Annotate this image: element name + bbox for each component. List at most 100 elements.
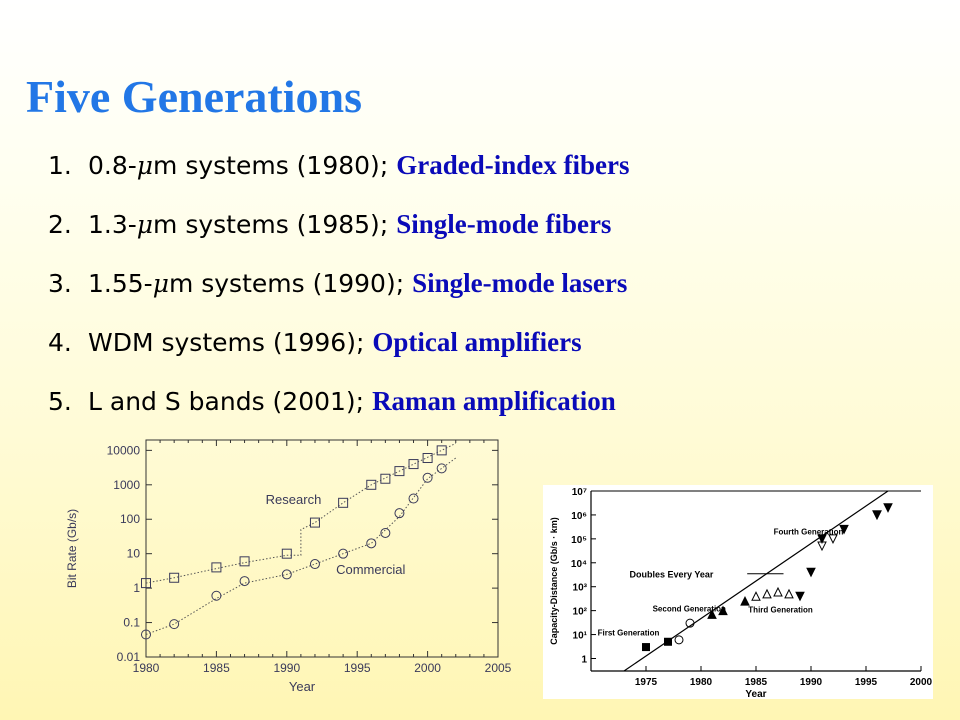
item-number: 3. (48, 269, 72, 298)
annotation-fourth-generation: Fourth Generation (774, 528, 844, 537)
data-point-triangle-down (795, 591, 805, 602)
item-number: 2. (48, 210, 72, 239)
bit-rate-chart: 1980 1985 1990 1995 2000 2005 0.01 0.1 1 10 100 100… (65, 439, 512, 694)
generation-item: 2. 1.3-μm systems (1985); Single-mode fib… (48, 201, 629, 260)
data-point-square (664, 637, 672, 646)
x-tick-label: 1995 (344, 661, 371, 675)
annotation-doubles: Doubles Every Year (630, 570, 714, 580)
item-number: 5. (48, 387, 72, 416)
y-tick-label: 100 (120, 512, 140, 526)
data-point-triangle (718, 605, 728, 616)
technology-label: Optical amplifiers (372, 327, 582, 357)
x-tick-label: 1995 (855, 677, 878, 688)
data-point-triangle-down (806, 567, 816, 578)
research-trend-line (145, 442, 456, 584)
x-tick-label: 1985 (745, 677, 768, 688)
data-point-square (642, 643, 650, 652)
y-tick-label: 1 (133, 581, 140, 595)
generations-list: 1. 0.8-μm systems (1980); Graded-index fi… (48, 142, 629, 437)
data-point-triangle (707, 609, 717, 619)
data-point-triangle-down (839, 524, 849, 535)
data-point-triangle (740, 595, 750, 606)
y-tick-label: 10³ (573, 583, 588, 594)
capacity-chart-panel: 1975 1980 1985 1990 1995 2000 1 10¹ 10² 10³ 10⁴ 10⁵… (543, 485, 933, 699)
x-axis-label: Year (745, 689, 766, 699)
generation-item: 3. 1.55-μm systems (1990); Single-mode la… (48, 260, 629, 319)
data-point-square (408, 459, 419, 470)
data-point-circle (141, 629, 151, 640)
annotation-first-generation: First Generation (598, 629, 660, 638)
x-tick-label: 1990 (800, 677, 823, 688)
x-tick-label: 1980 (690, 677, 713, 688)
data-point-square (366, 479, 377, 490)
y-tick-label: 10⁶ (571, 511, 587, 522)
data-point-circle (211, 590, 222, 601)
system-description: m systems (1990); (168, 269, 405, 298)
y-tick-label: 10⁷ (572, 487, 587, 498)
data-point-circle (169, 619, 180, 630)
data-point-square (169, 572, 180, 583)
data-point-square (281, 548, 292, 559)
y-axis-label: Bit Rate (Gb/s) (65, 509, 79, 588)
data-point-circle (408, 493, 419, 504)
y-tick-label: 1 (581, 654, 587, 665)
plot-frame (145, 439, 499, 658)
data-point-circle (394, 508, 405, 519)
data-point-triangle (784, 588, 794, 599)
data-point-circle (674, 635, 684, 645)
system-description: m systems (1985); (153, 210, 389, 239)
capacity-distance-chart: 1975 1980 1985 1990 1995 2000 1 10¹ 10² 10³ 10⁴ 10⁵… (549, 487, 933, 699)
wavelength-prefix: 1.55- (88, 269, 153, 298)
data-point-square (422, 453, 433, 464)
mu-symbol: μ (152, 269, 169, 298)
x-tick-label: 1980 (133, 661, 160, 675)
data-point-circle (239, 576, 250, 587)
data-point-circle (366, 538, 377, 549)
data-point-triangle (762, 588, 772, 599)
data-point-circle (422, 472, 433, 483)
technology-label: Single-mode fibers (396, 209, 612, 239)
technology-label: Graded-index fibers (396, 150, 630, 180)
annotation-second-generation: Second Generation (653, 605, 726, 614)
x-axis-label: Year (289, 679, 316, 694)
system-description: m systems (1980); (153, 151, 389, 180)
generation-item: 1. 0.8-μm systems (1980); Graded-index fi… (48, 142, 629, 201)
wavelength-prefix: 1.3- (88, 210, 137, 239)
slide-title: Five Generations (26, 71, 362, 122)
series-label-research: Research (266, 492, 322, 507)
y-tick-label: 0.1 (123, 616, 140, 630)
y-tick-label: 10⁵ (571, 535, 587, 546)
data-point-square (239, 556, 250, 567)
data-point-circle (338, 548, 349, 559)
system-description: L and S bands (2001); (88, 387, 365, 416)
x-tick-label: 1990 (273, 661, 300, 675)
data-point-triangle (751, 591, 761, 601)
data-point-triangle-down (872, 510, 882, 521)
y-tick-label: 10² (573, 607, 588, 618)
mu-symbol: μ (136, 151, 154, 180)
commercial-trend-line (145, 457, 457, 635)
technology-label: Raman amplification (372, 386, 616, 416)
x-tick-label: 1985 (203, 661, 230, 675)
item-number: 1. (48, 151, 72, 180)
data-point-circle (436, 463, 447, 474)
y-tick-label: 1000 (113, 478, 140, 492)
y-tick-label: 10000 (107, 443, 141, 457)
data-point-circle (380, 527, 391, 538)
annotation-third-generation: Third Generation (748, 605, 813, 614)
series-label-commercial: Commercial (336, 562, 405, 577)
data-point-square (338, 497, 349, 508)
data-point-triangle-down (817, 534, 827, 544)
data-point-triangle (773, 586, 783, 597)
generation-item: 5. L and S bands (2001); Raman amplificat… (48, 378, 629, 437)
data-point-square (394, 466, 405, 477)
data-point-square (436, 445, 447, 456)
data-point-triangle-down (817, 541, 827, 552)
data-point-circle (281, 569, 292, 580)
y-axis-label: Capacity-Distance (Gb/s · km) (549, 517, 559, 645)
doubling-trend-line (623, 490, 889, 672)
data-point-square (309, 517, 320, 528)
data-point-circle (309, 559, 320, 570)
data-point-circle (685, 618, 695, 628)
x-tick-label: 2000 (414, 661, 441, 675)
